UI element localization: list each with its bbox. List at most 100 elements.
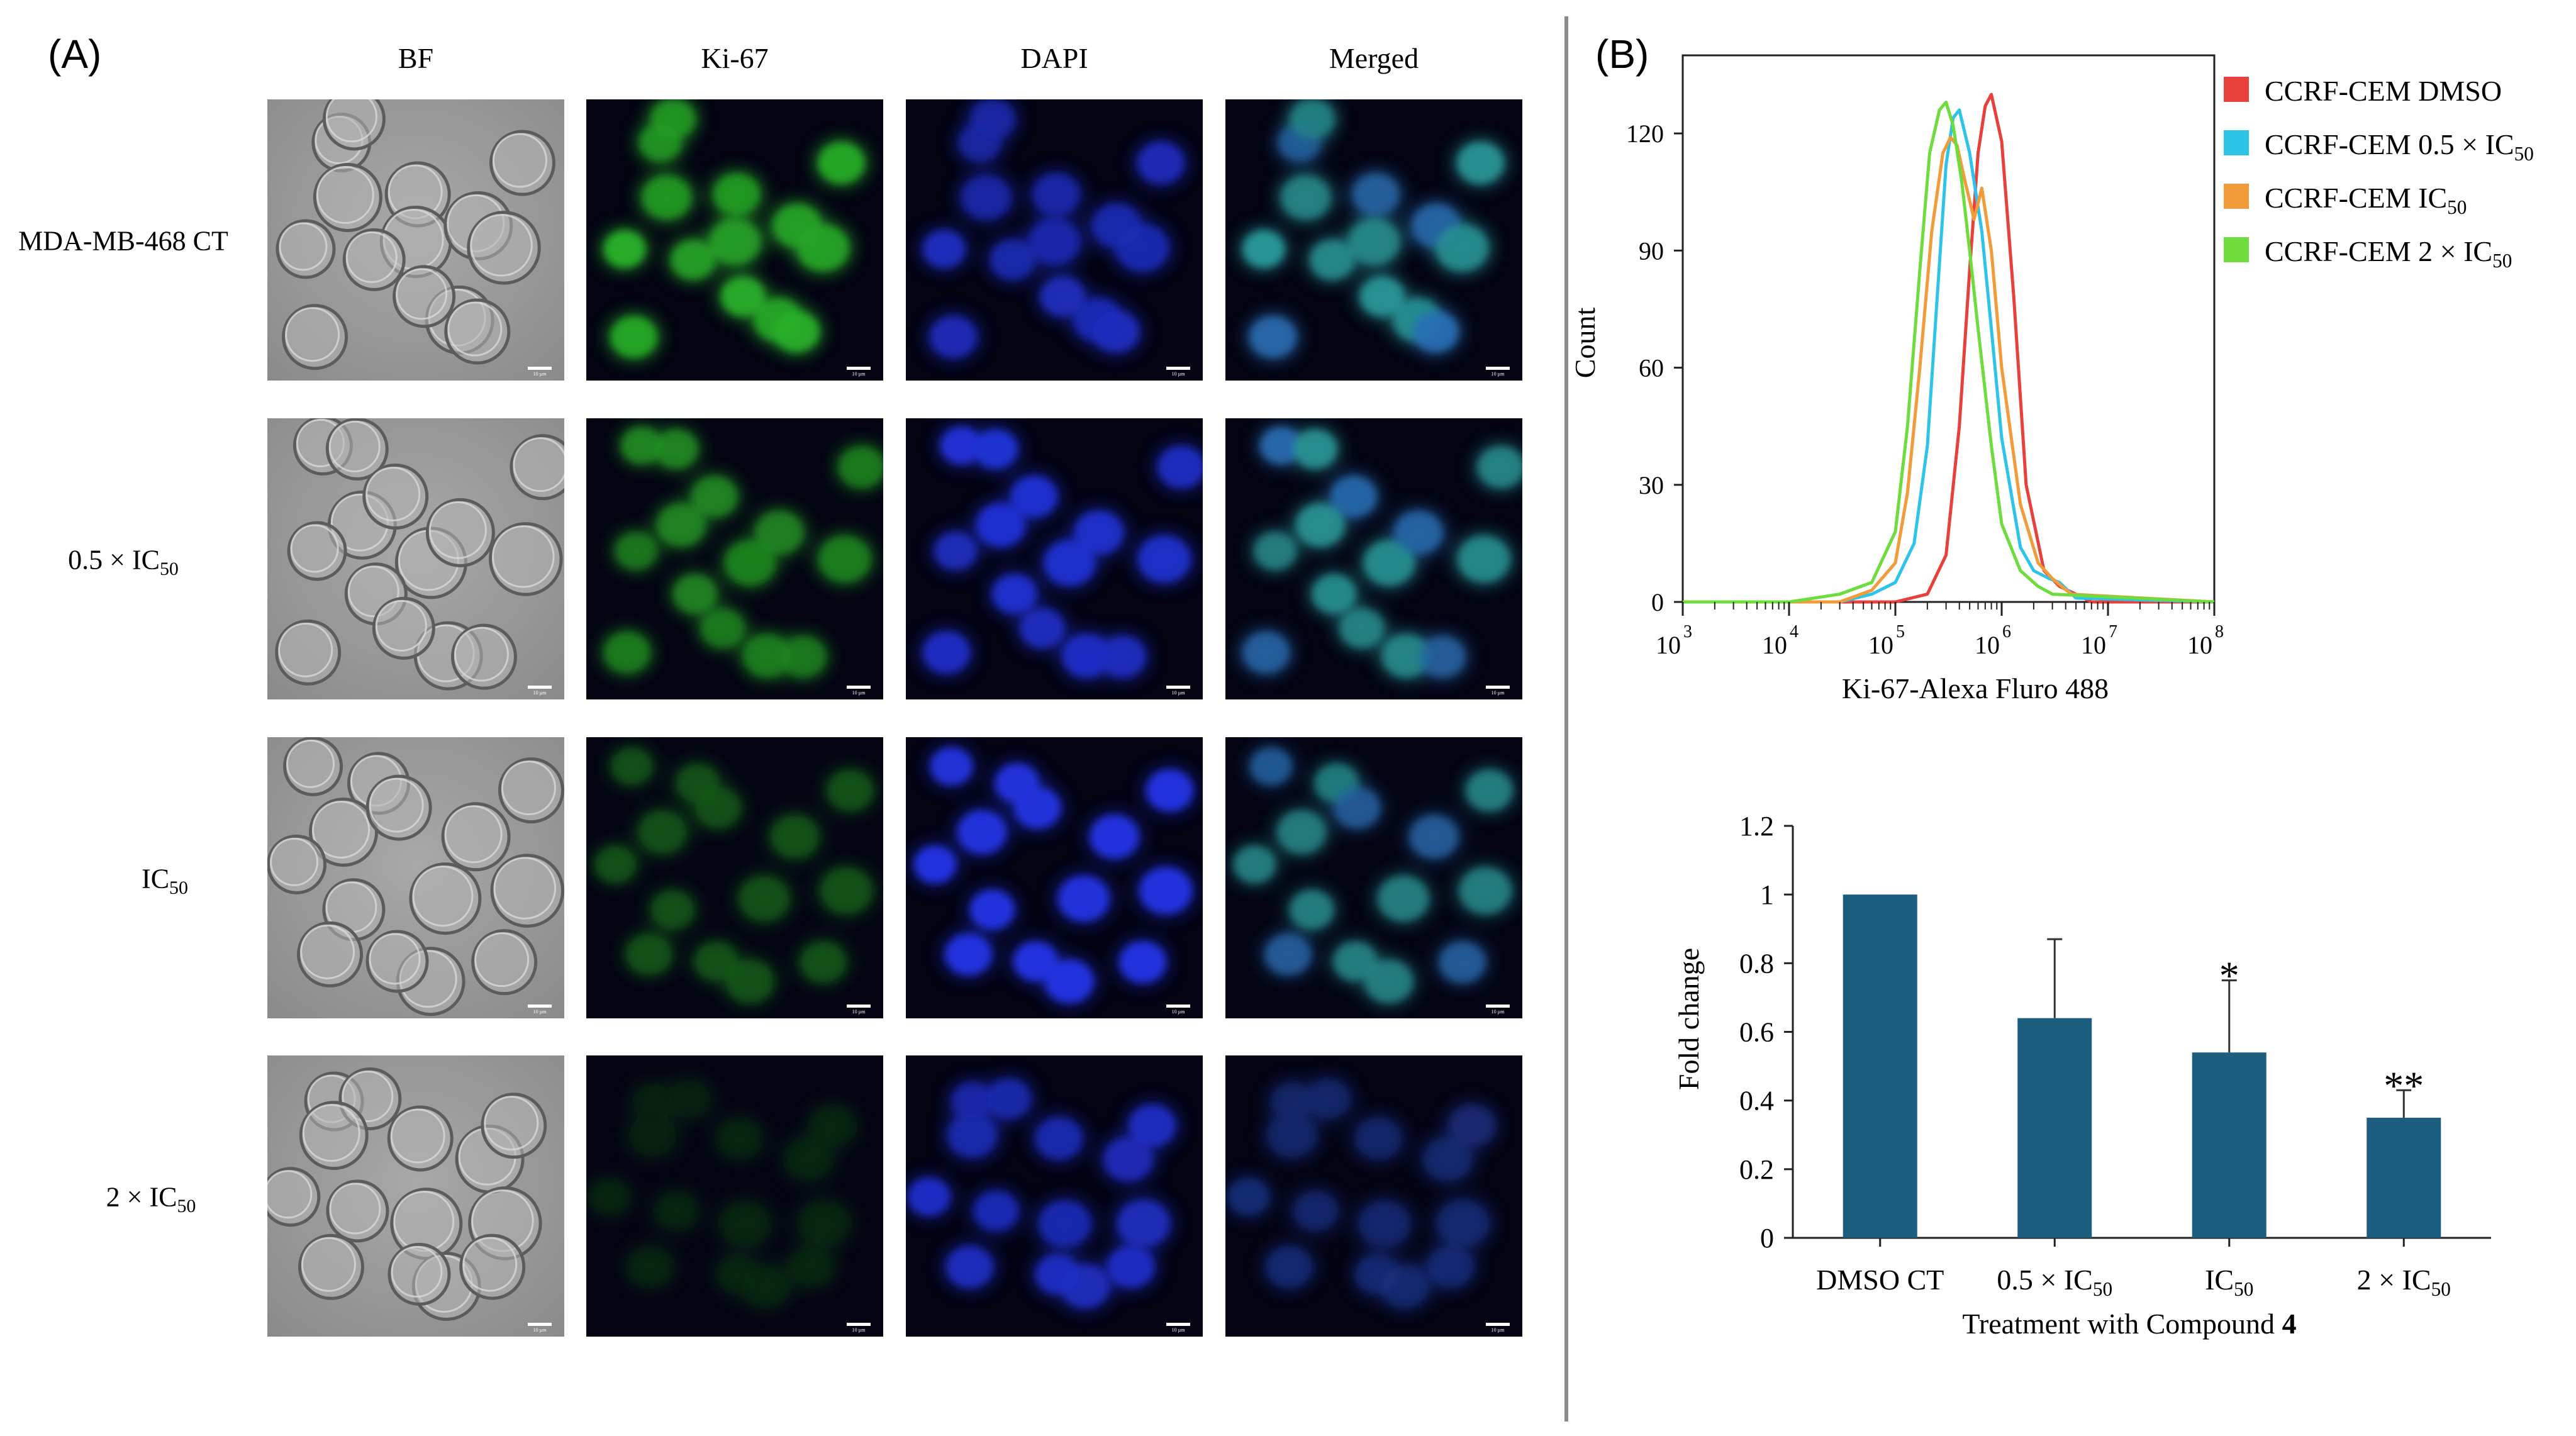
histogram-y-axis-label: Count: [1569, 308, 1601, 379]
bar-y-tick-label: 0.8: [1739, 948, 1774, 979]
micrograph-ki-67-row-0: 10 µm: [586, 99, 883, 381]
histogram-x-tick-label: 10 4: [1762, 622, 1798, 659]
micrograph-dapi-row-0: 10 µm: [906, 99, 1203, 381]
svg-text:10 µm: 10 µm: [533, 690, 547, 696]
histogram-x-tick-label: 10 3: [1656, 622, 1692, 659]
bar-y-axis-label: Fold change: [1673, 948, 1705, 1090]
svg-text:10 µm: 10 µm: [1492, 371, 1505, 377]
legend-entry-3: CCRF-CEM 2 × IC50: [2265, 235, 2512, 272]
row-label-1: 0.5 × IC50: [68, 545, 179, 580]
svg-text:10 µm: 10 µm: [1172, 690, 1186, 696]
scale-bar: 10 µm: [847, 686, 871, 696]
histogram-series-line-0: [1683, 92, 2214, 604]
histogram-x-tick-label: 10 5: [1868, 622, 1905, 659]
histogram-y-tick-label: 120: [1626, 120, 1664, 148]
micrograph-bf-row-3: 10 µm: [267, 1055, 564, 1337]
panel-b-charts: (B) 0 30 60 90 120 10 3 10 4 10 5 10 6 10 7 10 8 Count K…: [1569, 31, 2534, 1340]
svg-text:10 µm: 10 µm: [533, 1327, 547, 1333]
scale-bar: 10 µm: [847, 367, 871, 377]
scale-bar: 10 µm: [847, 1323, 871, 1333]
micrograph-dapi-row-3: 10 µm: [906, 1055, 1203, 1337]
histogram-series-line-2: [1683, 135, 2215, 604]
legend-swatch-1: [2224, 130, 2249, 155]
svg-text:10 µm: 10 µm: [1492, 1327, 1505, 1333]
histogram-x-tick-label: 10 8: [2187, 622, 2224, 659]
bar-y-tick-label: 1: [1760, 879, 1774, 910]
scale-bar: 10 µm: [1166, 686, 1190, 696]
histogram-y-tick-label: 0: [1651, 588, 1664, 616]
legend-swatch-2: [2224, 184, 2249, 209]
histogram-x-tick-label: 10 7: [2081, 622, 2117, 659]
bar-y-tick-label: 1.2: [1739, 811, 1774, 842]
micrograph-bf-row-1: 10 µm: [267, 418, 564, 699]
bar-y-tick-label: 0.4: [1739, 1086, 1774, 1116]
micrograph-bf-row-0: 10 µm: [267, 99, 564, 381]
svg-text:10 µm: 10 µm: [1492, 690, 1505, 696]
row-label-3: 2 × IC50: [106, 1182, 196, 1217]
histogram-x-axis-label: Ki-67-Alexa Fluro 488: [1842, 672, 2109, 704]
micrograph-ki-67-row-1: 10 µm: [586, 418, 883, 699]
micrograph-merged-row-3: 10 µm: [1225, 1055, 1522, 1337]
panel-divider: [1564, 16, 1568, 1422]
legend-entry-1: CCRF-CEM 0.5 × IC50: [2265, 128, 2534, 165]
scale-bar: 10 µm: [1166, 1005, 1190, 1015]
bar-0: [1843, 894, 1917, 1238]
row-label-2: IC50: [142, 864, 188, 899]
bar-1: [2017, 1018, 2092, 1238]
svg-text:10 µm: 10 µm: [533, 1009, 547, 1015]
histogram-y-tick-label: 60: [1639, 354, 1664, 382]
panel-b-label: (B): [1595, 31, 1649, 77]
scale-bar: 10 µm: [1486, 367, 1510, 377]
column-header-dapi: DAPI: [1020, 42, 1088, 74]
svg-text:10 µm: 10 µm: [852, 1009, 866, 1015]
svg-text:10 µm: 10 µm: [852, 690, 866, 696]
bar-y-tick-label: 0.2: [1739, 1154, 1774, 1185]
histogram-x-tick-label: 10 6: [1975, 622, 2011, 659]
bar-2: [2192, 1052, 2267, 1238]
bar-x-axis-label: Treatment with Compound 4: [1962, 1308, 2296, 1340]
svg-text:10 µm: 10 µm: [1172, 1009, 1186, 1015]
bar-category-label-0: DMSO CT: [1816, 1264, 1944, 1296]
bar-y-tick-label: 0.6: [1739, 1017, 1774, 1048]
micrograph-merged-row-1: 10 µm: [1225, 418, 1522, 699]
bar-3: [2367, 1117, 2441, 1238]
svg-text:10 µm: 10 µm: [1492, 1009, 1505, 1015]
svg-text:10 µm: 10 µm: [1172, 371, 1186, 377]
micrograph-merged-row-2: 10 µm: [1225, 737, 1522, 1018]
panel-a-microscopy: (A) BF Ki-67 DAPI Merged MDA-MB-468 CT 0.5 ×…: [18, 31, 1522, 1337]
legend-swatch-3: [2224, 237, 2249, 262]
significance-marker-3: **: [2384, 1063, 2424, 1108]
histogram-series-line-3: [1683, 101, 2215, 604]
ki67-flow-histogram: 0 30 60 90 120 10 3 10 4 10 5 10 6 10 7 10 8 Count Ki-67…: [1569, 54, 2534, 704]
svg-text:10 µm: 10 µm: [533, 371, 547, 377]
scale-bar: 10 µm: [1166, 1323, 1190, 1333]
scale-bar: 10 µm: [1486, 686, 1510, 696]
histogram-y-tick-label: 90: [1639, 237, 1664, 265]
scale-bar: 10 µm: [1486, 1005, 1510, 1015]
scale-bar: 10 µm: [528, 1323, 552, 1333]
histogram-y-tick-label: 30: [1639, 471, 1664, 499]
svg-text:10 µm: 10 µm: [852, 371, 866, 377]
bar-y-tick-label: 0: [1760, 1223, 1774, 1254]
micrograph-bf-row-2: 10 µm: [267, 737, 564, 1018]
significance-marker-2: *: [2219, 954, 2239, 998]
micrograph-dapi-row-2: 10 µm: [906, 737, 1203, 1018]
scale-bar: 10 µm: [528, 367, 552, 377]
scale-bar: 10 µm: [1486, 1323, 1510, 1333]
svg-text:10 µm: 10 µm: [852, 1327, 866, 1333]
micrograph-dapi-row-1: 10 µm: [906, 418, 1203, 699]
scale-bar: 10 µm: [1166, 367, 1190, 377]
histogram-legend: CCRF-CEM DMSO CCRF-CEM 0.5 × IC50 CCRF-CEM…: [2224, 75, 2534, 272]
scale-bar: 10 µm: [847, 1005, 871, 1015]
scale-bar: 10 µm: [528, 1005, 552, 1015]
svg-text:10 µm: 10 µm: [1172, 1327, 1186, 1333]
legend-entry-0: CCRF-CEM DMSO: [2265, 75, 2502, 107]
column-header-merged: Merged: [1329, 42, 1419, 74]
bar-category-label-2: IC50: [2205, 1264, 2253, 1300]
panel-a-label: (A): [48, 31, 101, 77]
column-header-ki-67: Ki-67: [701, 42, 768, 74]
row-label-0: MDA-MB-468 CT: [18, 226, 228, 257]
micrograph-merged-row-0: 10 µm: [1225, 99, 1522, 381]
micrograph-ki-67-row-3: 10 µm: [586, 1055, 883, 1337]
legend-entry-2: CCRF-CEM IC50: [2265, 182, 2467, 218]
